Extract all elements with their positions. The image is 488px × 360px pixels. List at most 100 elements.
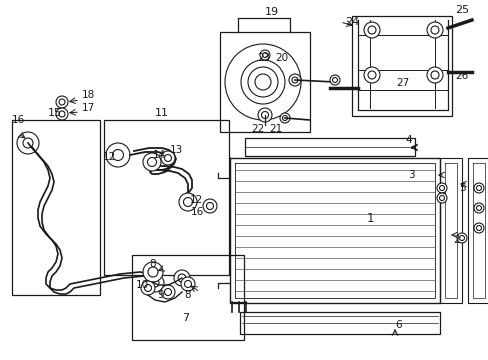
Circle shape <box>148 267 158 277</box>
Circle shape <box>473 183 483 193</box>
Circle shape <box>183 198 192 207</box>
Circle shape <box>161 285 175 299</box>
Circle shape <box>254 74 270 90</box>
Bar <box>12 120 100 295</box>
Bar <box>220 32 309 132</box>
Circle shape <box>288 74 301 86</box>
Bar <box>351 16 451 116</box>
Text: 22: 22 <box>251 124 264 134</box>
Circle shape <box>260 50 269 60</box>
Circle shape <box>164 288 171 296</box>
Circle shape <box>144 284 151 292</box>
Text: 10: 10 <box>135 280 148 290</box>
Text: 2: 2 <box>453 235 459 245</box>
Circle shape <box>141 281 155 295</box>
Circle shape <box>329 75 339 85</box>
Circle shape <box>291 77 297 83</box>
Circle shape <box>206 202 213 210</box>
Circle shape <box>17 132 39 154</box>
Circle shape <box>147 158 156 166</box>
Circle shape <box>184 280 191 288</box>
Text: 13: 13 <box>169 145 182 155</box>
Circle shape <box>439 195 444 201</box>
Circle shape <box>174 270 190 286</box>
Circle shape <box>161 151 175 165</box>
Circle shape <box>59 99 65 105</box>
Circle shape <box>151 279 159 287</box>
Text: 18: 18 <box>81 90 95 100</box>
Bar <box>104 120 228 275</box>
Circle shape <box>473 203 483 213</box>
Circle shape <box>56 108 68 120</box>
Circle shape <box>363 22 379 38</box>
Text: 4: 4 <box>405 135 411 145</box>
Circle shape <box>203 199 217 213</box>
Text: 1: 1 <box>366 211 373 225</box>
Circle shape <box>367 71 375 79</box>
Text: 25: 25 <box>454 5 468 15</box>
Text: 26: 26 <box>454 71 468 81</box>
Text: 19: 19 <box>264 7 279 17</box>
Circle shape <box>142 262 163 282</box>
Bar <box>439 158 461 303</box>
Circle shape <box>112 149 123 161</box>
Circle shape <box>282 116 287 121</box>
Circle shape <box>56 96 68 108</box>
Text: 12: 12 <box>189 195 202 205</box>
Bar <box>132 255 244 340</box>
Circle shape <box>439 185 444 190</box>
Circle shape <box>280 113 289 123</box>
Circle shape <box>181 277 195 291</box>
Text: 16: 16 <box>190 207 203 217</box>
Circle shape <box>164 154 171 162</box>
Bar <box>244 138 414 156</box>
Bar <box>467 158 488 303</box>
Circle shape <box>241 60 285 104</box>
Circle shape <box>258 108 271 122</box>
Circle shape <box>247 67 278 97</box>
Text: 21: 21 <box>269 124 282 134</box>
Text: 17: 17 <box>81 103 95 113</box>
Circle shape <box>178 274 185 282</box>
Circle shape <box>436 193 446 203</box>
Circle shape <box>332 77 337 82</box>
Circle shape <box>473 223 483 233</box>
Circle shape <box>23 138 33 148</box>
Circle shape <box>142 153 161 171</box>
Circle shape <box>459 235 464 240</box>
Text: 27: 27 <box>396 78 409 88</box>
Circle shape <box>456 233 466 243</box>
Text: 23: 23 <box>257 53 270 63</box>
Circle shape <box>262 53 267 58</box>
Circle shape <box>436 183 446 193</box>
Circle shape <box>363 67 379 83</box>
Text: 24: 24 <box>344 17 358 27</box>
Text: 15: 15 <box>48 108 62 118</box>
Circle shape <box>430 71 438 79</box>
Circle shape <box>106 143 130 167</box>
Text: 16: 16 <box>11 115 24 125</box>
Text: 6: 6 <box>395 320 402 330</box>
Circle shape <box>59 111 65 117</box>
Circle shape <box>475 225 481 230</box>
Circle shape <box>367 26 375 34</box>
Text: 11: 11 <box>155 108 169 118</box>
Text: 12: 12 <box>102 152 115 162</box>
Circle shape <box>475 206 481 211</box>
Circle shape <box>475 185 481 190</box>
Text: 8: 8 <box>184 290 191 300</box>
Circle shape <box>146 274 163 292</box>
Text: 5: 5 <box>458 183 465 193</box>
Circle shape <box>261 112 268 118</box>
Circle shape <box>224 44 301 120</box>
Text: 8: 8 <box>149 259 156 269</box>
Circle shape <box>430 26 438 34</box>
Bar <box>240 312 439 334</box>
Text: 3: 3 <box>407 170 413 180</box>
Text: 14: 14 <box>152 150 165 160</box>
Text: 9: 9 <box>157 290 164 300</box>
Circle shape <box>426 67 442 83</box>
Circle shape <box>426 22 442 38</box>
Text: 7: 7 <box>182 313 189 323</box>
Circle shape <box>179 193 197 211</box>
